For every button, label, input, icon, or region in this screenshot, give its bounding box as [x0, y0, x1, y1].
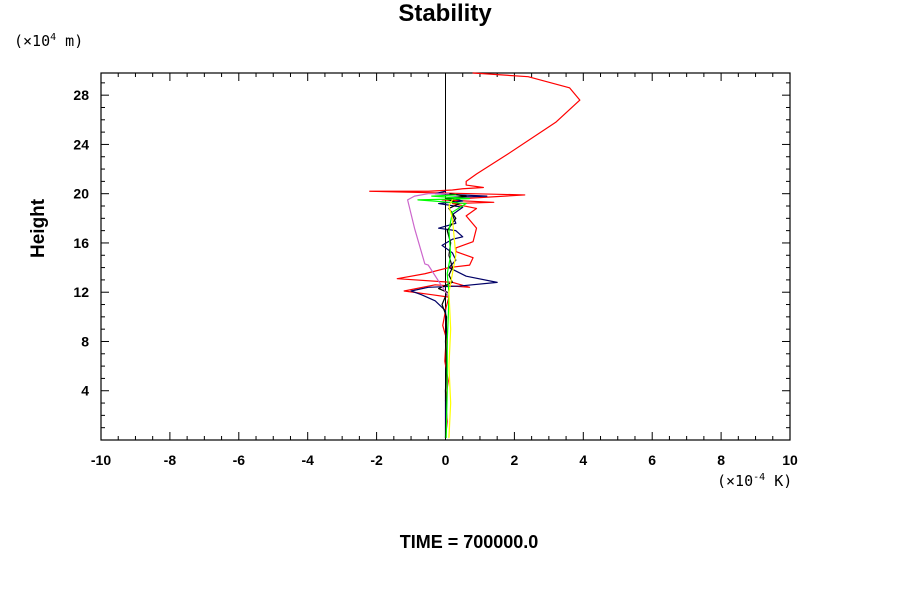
x-tick-label-11: 10: [782, 452, 798, 468]
x-axis-unit-prefix: (×10: [717, 472, 754, 490]
x-tick-label-8: 4: [579, 452, 587, 468]
x-axis-unit-exponent: -4: [753, 472, 766, 483]
series-line-6: [448, 199, 457, 439]
x-axis-unit-suffix: K): [765, 472, 793, 490]
y-tick-label-2: 8: [81, 333, 89, 349]
y-tick-label-1: 4: [81, 383, 89, 399]
series-line-3: [438, 193, 467, 439]
x-tick-label-2: -8: [164, 452, 177, 468]
y-tick-label-3: 12: [73, 284, 89, 300]
x-tick-label-1: -10: [91, 452, 111, 468]
series-line-5: [417, 194, 471, 439]
y-axis-unit: (×104 m): [14, 32, 83, 50]
x-tick-label-3: -6: [233, 452, 246, 468]
y-tick-label-6: 24: [73, 136, 89, 152]
y-tick-label-5: 20: [73, 186, 89, 202]
y-axis-unit-prefix: (×10: [14, 32, 51, 50]
x-tick-label-4: -4: [301, 452, 314, 468]
time-label: TIME = 700000.0: [399, 532, 539, 552]
y-tick-label-4: 16: [73, 235, 89, 251]
chart-title: Stability: [398, 0, 492, 27]
y-tick-label-7: 28: [73, 87, 89, 103]
series-line-4: [407, 193, 450, 298]
x-tick-label-7: 2: [511, 452, 519, 468]
x-tick-label-10: 8: [717, 452, 725, 468]
x-tick-label-5: -2: [370, 452, 383, 468]
x-tick-label-9: 6: [648, 452, 656, 468]
series-line-1: [369, 72, 581, 439]
x-axis-unit: (×10-4 K): [717, 472, 792, 490]
series-line-2: [410, 190, 498, 439]
y-axis-unit-exponent: 4: [50, 32, 57, 43]
x-tick-label-6: 0: [442, 452, 450, 468]
y-axis-unit-suffix: m): [56, 32, 84, 50]
